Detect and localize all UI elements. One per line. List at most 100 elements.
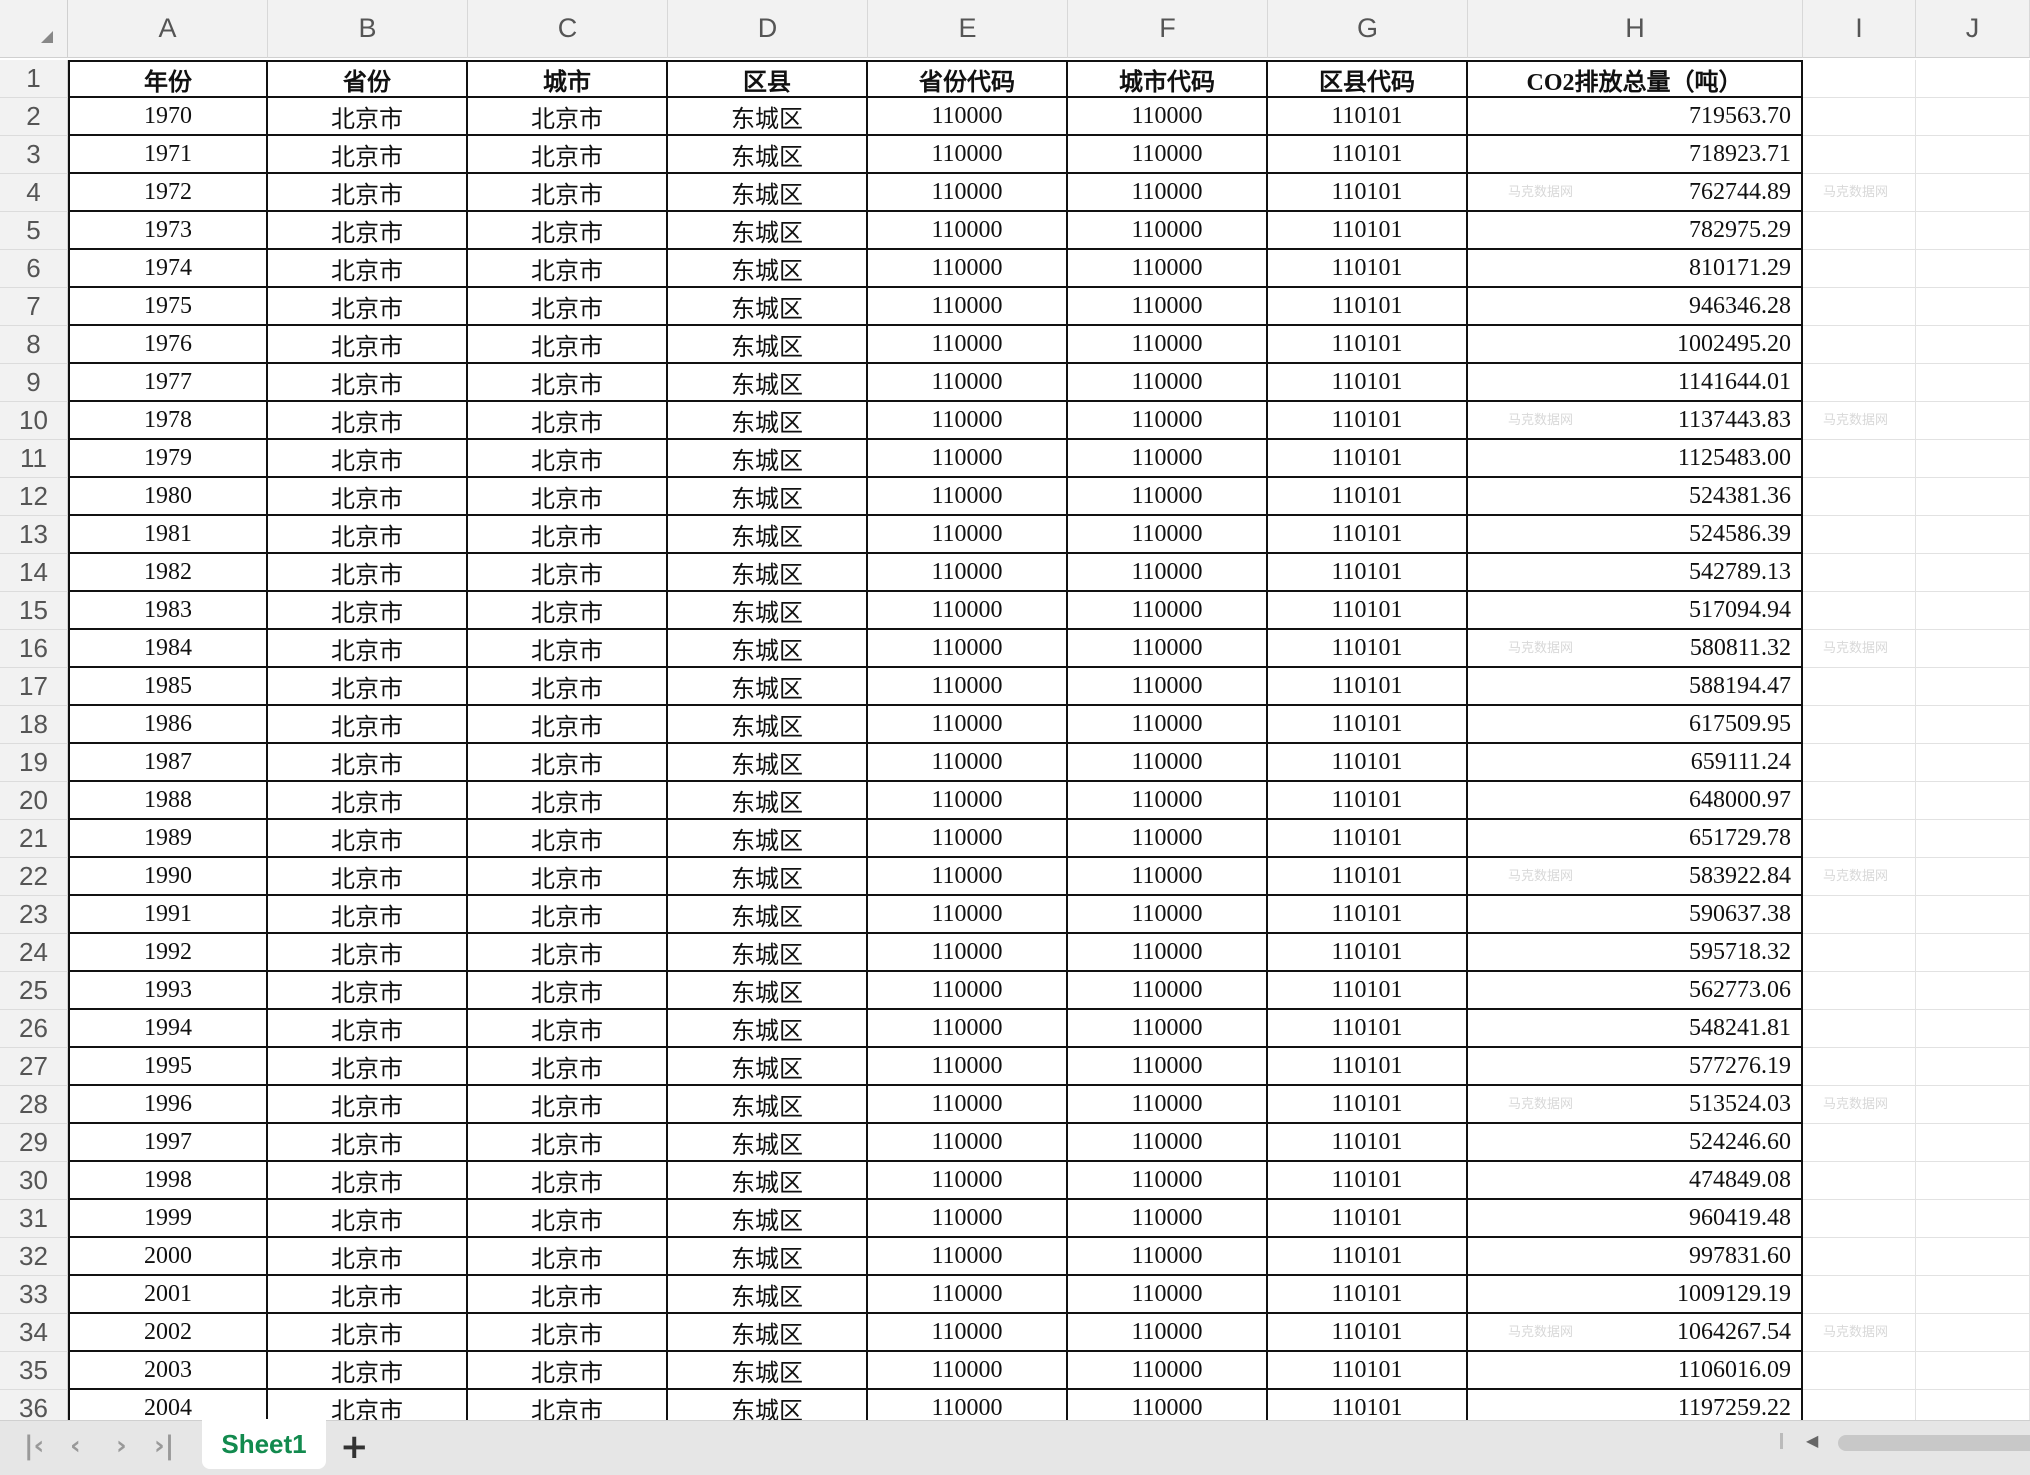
table-cell[interactable]: 960419.48 — [1468, 1200, 1803, 1238]
table-cell[interactable]: 110000 — [1068, 1314, 1268, 1352]
table-cell[interactable]: 110101 — [1268, 440, 1468, 478]
table-cell[interactable] — [1803, 1124, 1916, 1162]
table-cell[interactable]: 110000 — [868, 592, 1068, 630]
table-cell[interactable]: 北京市 — [468, 592, 668, 630]
table-cell[interactable]: 北京市 — [268, 402, 468, 440]
table-cell[interactable]: 北京市 — [468, 820, 668, 858]
table-cell[interactable] — [1916, 1200, 2030, 1238]
table-cell[interactable]: 1996 — [68, 1086, 268, 1124]
table-cell[interactable]: 110000 — [868, 1200, 1068, 1238]
table-cell[interactable]: 577276.19 — [1468, 1048, 1803, 1086]
table-cell[interactable]: 110000 — [868, 1352, 1068, 1390]
row-header-5[interactable]: 5 — [0, 212, 68, 250]
table-cell[interactable]: 659111.24 — [1468, 744, 1803, 782]
table-cell[interactable]: 110101 — [1268, 250, 1468, 288]
table-cell[interactable]: 北京市 — [268, 1200, 468, 1238]
row-header-20[interactable]: 20 — [0, 782, 68, 820]
table-cell[interactable]: 1980 — [68, 478, 268, 516]
table-cell[interactable] — [1803, 1352, 1916, 1390]
table-cell[interactable]: 1976 — [68, 326, 268, 364]
table-cell[interactable]: 北京市 — [468, 288, 668, 326]
row-header-22[interactable]: 22 — [0, 858, 68, 896]
table-cell[interactable]: 东城区 — [668, 934, 868, 972]
table-cell[interactable]: 2004 — [68, 1390, 268, 1420]
table-cell[interactable]: 北京市 — [468, 858, 668, 896]
table-cell[interactable]: 110000 — [1068, 1124, 1268, 1162]
table-cell[interactable]: 北京市 — [468, 1276, 668, 1314]
table-cell[interactable]: 997831.60 — [1468, 1238, 1803, 1276]
table-cell[interactable] — [1803, 630, 1916, 668]
table-cell[interactable]: 110101 — [1268, 212, 1468, 250]
table-cell[interactable]: 北京市 — [468, 896, 668, 934]
table-cell[interactable]: 东城区 — [668, 1048, 868, 1086]
table-cell[interactable]: 110000 — [868, 630, 1068, 668]
table-cell[interactable]: 北京市 — [468, 1200, 668, 1238]
table-cell[interactable]: 北京市 — [268, 98, 468, 136]
table-cell[interactable]: 北京市 — [468, 516, 668, 554]
column-header-i[interactable]: I — [1803, 0, 1916, 58]
table-cell[interactable] — [1916, 706, 2030, 744]
table-cell[interactable]: 北京市 — [268, 440, 468, 478]
table-cell[interactable] — [1916, 592, 2030, 630]
table-cell[interactable]: 北京市 — [268, 1314, 468, 1352]
header-cell[interactable]: 城市 — [468, 60, 668, 98]
table-cell[interactable]: 北京市 — [268, 896, 468, 934]
table-cell[interactable]: 562773.06 — [1468, 972, 1803, 1010]
row-header-27[interactable]: 27 — [0, 1048, 68, 1086]
table-cell[interactable]: 1992 — [68, 934, 268, 972]
row-header-18[interactable]: 18 — [0, 706, 68, 744]
table-cell[interactable]: 1106016.09 — [1468, 1352, 1803, 1390]
table-cell[interactable]: 北京市 — [468, 554, 668, 592]
table-cell[interactable]: 北京市 — [468, 136, 668, 174]
spreadsheet-grid[interactable]: A B C D E F G H I J 1 年份 省份 城市 区县 省份代码 城市代码 区县代码 CO2排放总量（吨… — [0, 0, 2030, 1420]
first-sheet-icon[interactable]: |‹ — [24, 1431, 45, 1461]
table-cell[interactable] — [1916, 516, 2030, 554]
table-cell[interactable]: 北京市 — [268, 744, 468, 782]
row-header-2[interactable]: 2 — [0, 98, 68, 136]
table-cell[interactable]: 东城区 — [668, 668, 868, 706]
table-cell[interactable]: 1989 — [68, 820, 268, 858]
table-cell[interactable]: 110101 — [1268, 98, 1468, 136]
table-cell[interactable]: 东城区 — [668, 440, 868, 478]
table-cell[interactable]: 1971 — [68, 136, 268, 174]
table-cell[interactable]: 2000 — [68, 1238, 268, 1276]
table-cell[interactable]: 北京市 — [468, 98, 668, 136]
table-cell[interactable]: 110000 — [1068, 440, 1268, 478]
table-cell[interactable]: 110000 — [868, 744, 1068, 782]
table-cell[interactable]: 东城区 — [668, 250, 868, 288]
table-cell[interactable]: 东城区 — [668, 1352, 868, 1390]
table-cell[interactable]: 北京市 — [468, 250, 668, 288]
table-cell[interactable]: 北京市 — [468, 782, 668, 820]
table-cell[interactable]: 110101 — [1268, 1086, 1468, 1124]
table-cell[interactable]: 2001 — [68, 1276, 268, 1314]
table-cell[interactable]: 北京市 — [268, 326, 468, 364]
table-cell[interactable]: 110000 — [1068, 972, 1268, 1010]
table-cell[interactable]: 1125483.00 — [1468, 440, 1803, 478]
table-cell[interactable] — [1803, 668, 1916, 706]
table-cell[interactable]: 东城区 — [668, 1314, 868, 1352]
table-cell[interactable]: 北京市 — [268, 554, 468, 592]
table-cell[interactable]: 110000 — [868, 1124, 1068, 1162]
table-cell[interactable]: 110000 — [868, 934, 1068, 972]
table-cell[interactable]: 110000 — [1068, 516, 1268, 554]
table-cell[interactable]: 110000 — [1068, 1276, 1268, 1314]
table-cell[interactable]: 651729.78 — [1468, 820, 1803, 858]
table-cell[interactable]: 617509.95 — [1468, 706, 1803, 744]
table-cell[interactable]: 110000 — [1068, 782, 1268, 820]
table-cell[interactable] — [1803, 402, 1916, 440]
header-cell[interactable]: 省份代码 — [868, 60, 1068, 98]
table-cell[interactable]: 1064267.54 — [1468, 1314, 1803, 1352]
table-cell[interactable]: 东城区 — [668, 1162, 868, 1200]
table-cell[interactable] — [1803, 516, 1916, 554]
table-cell[interactable]: 北京市 — [468, 1048, 668, 1086]
table-cell[interactable]: 110101 — [1268, 1352, 1468, 1390]
row-header-8[interactable]: 8 — [0, 326, 68, 364]
table-cell[interactable]: 北京市 — [268, 1352, 468, 1390]
add-sheet-button[interactable]: + — [340, 1427, 369, 1467]
table-cell[interactable]: 北京市 — [268, 706, 468, 744]
table-cell[interactable]: 北京市 — [468, 1010, 668, 1048]
table-cell[interactable]: 110101 — [1268, 174, 1468, 212]
table-cell[interactable]: 110000 — [1068, 136, 1268, 174]
table-cell[interactable]: 北京市 — [268, 174, 468, 212]
table-cell[interactable]: 东城区 — [668, 592, 868, 630]
